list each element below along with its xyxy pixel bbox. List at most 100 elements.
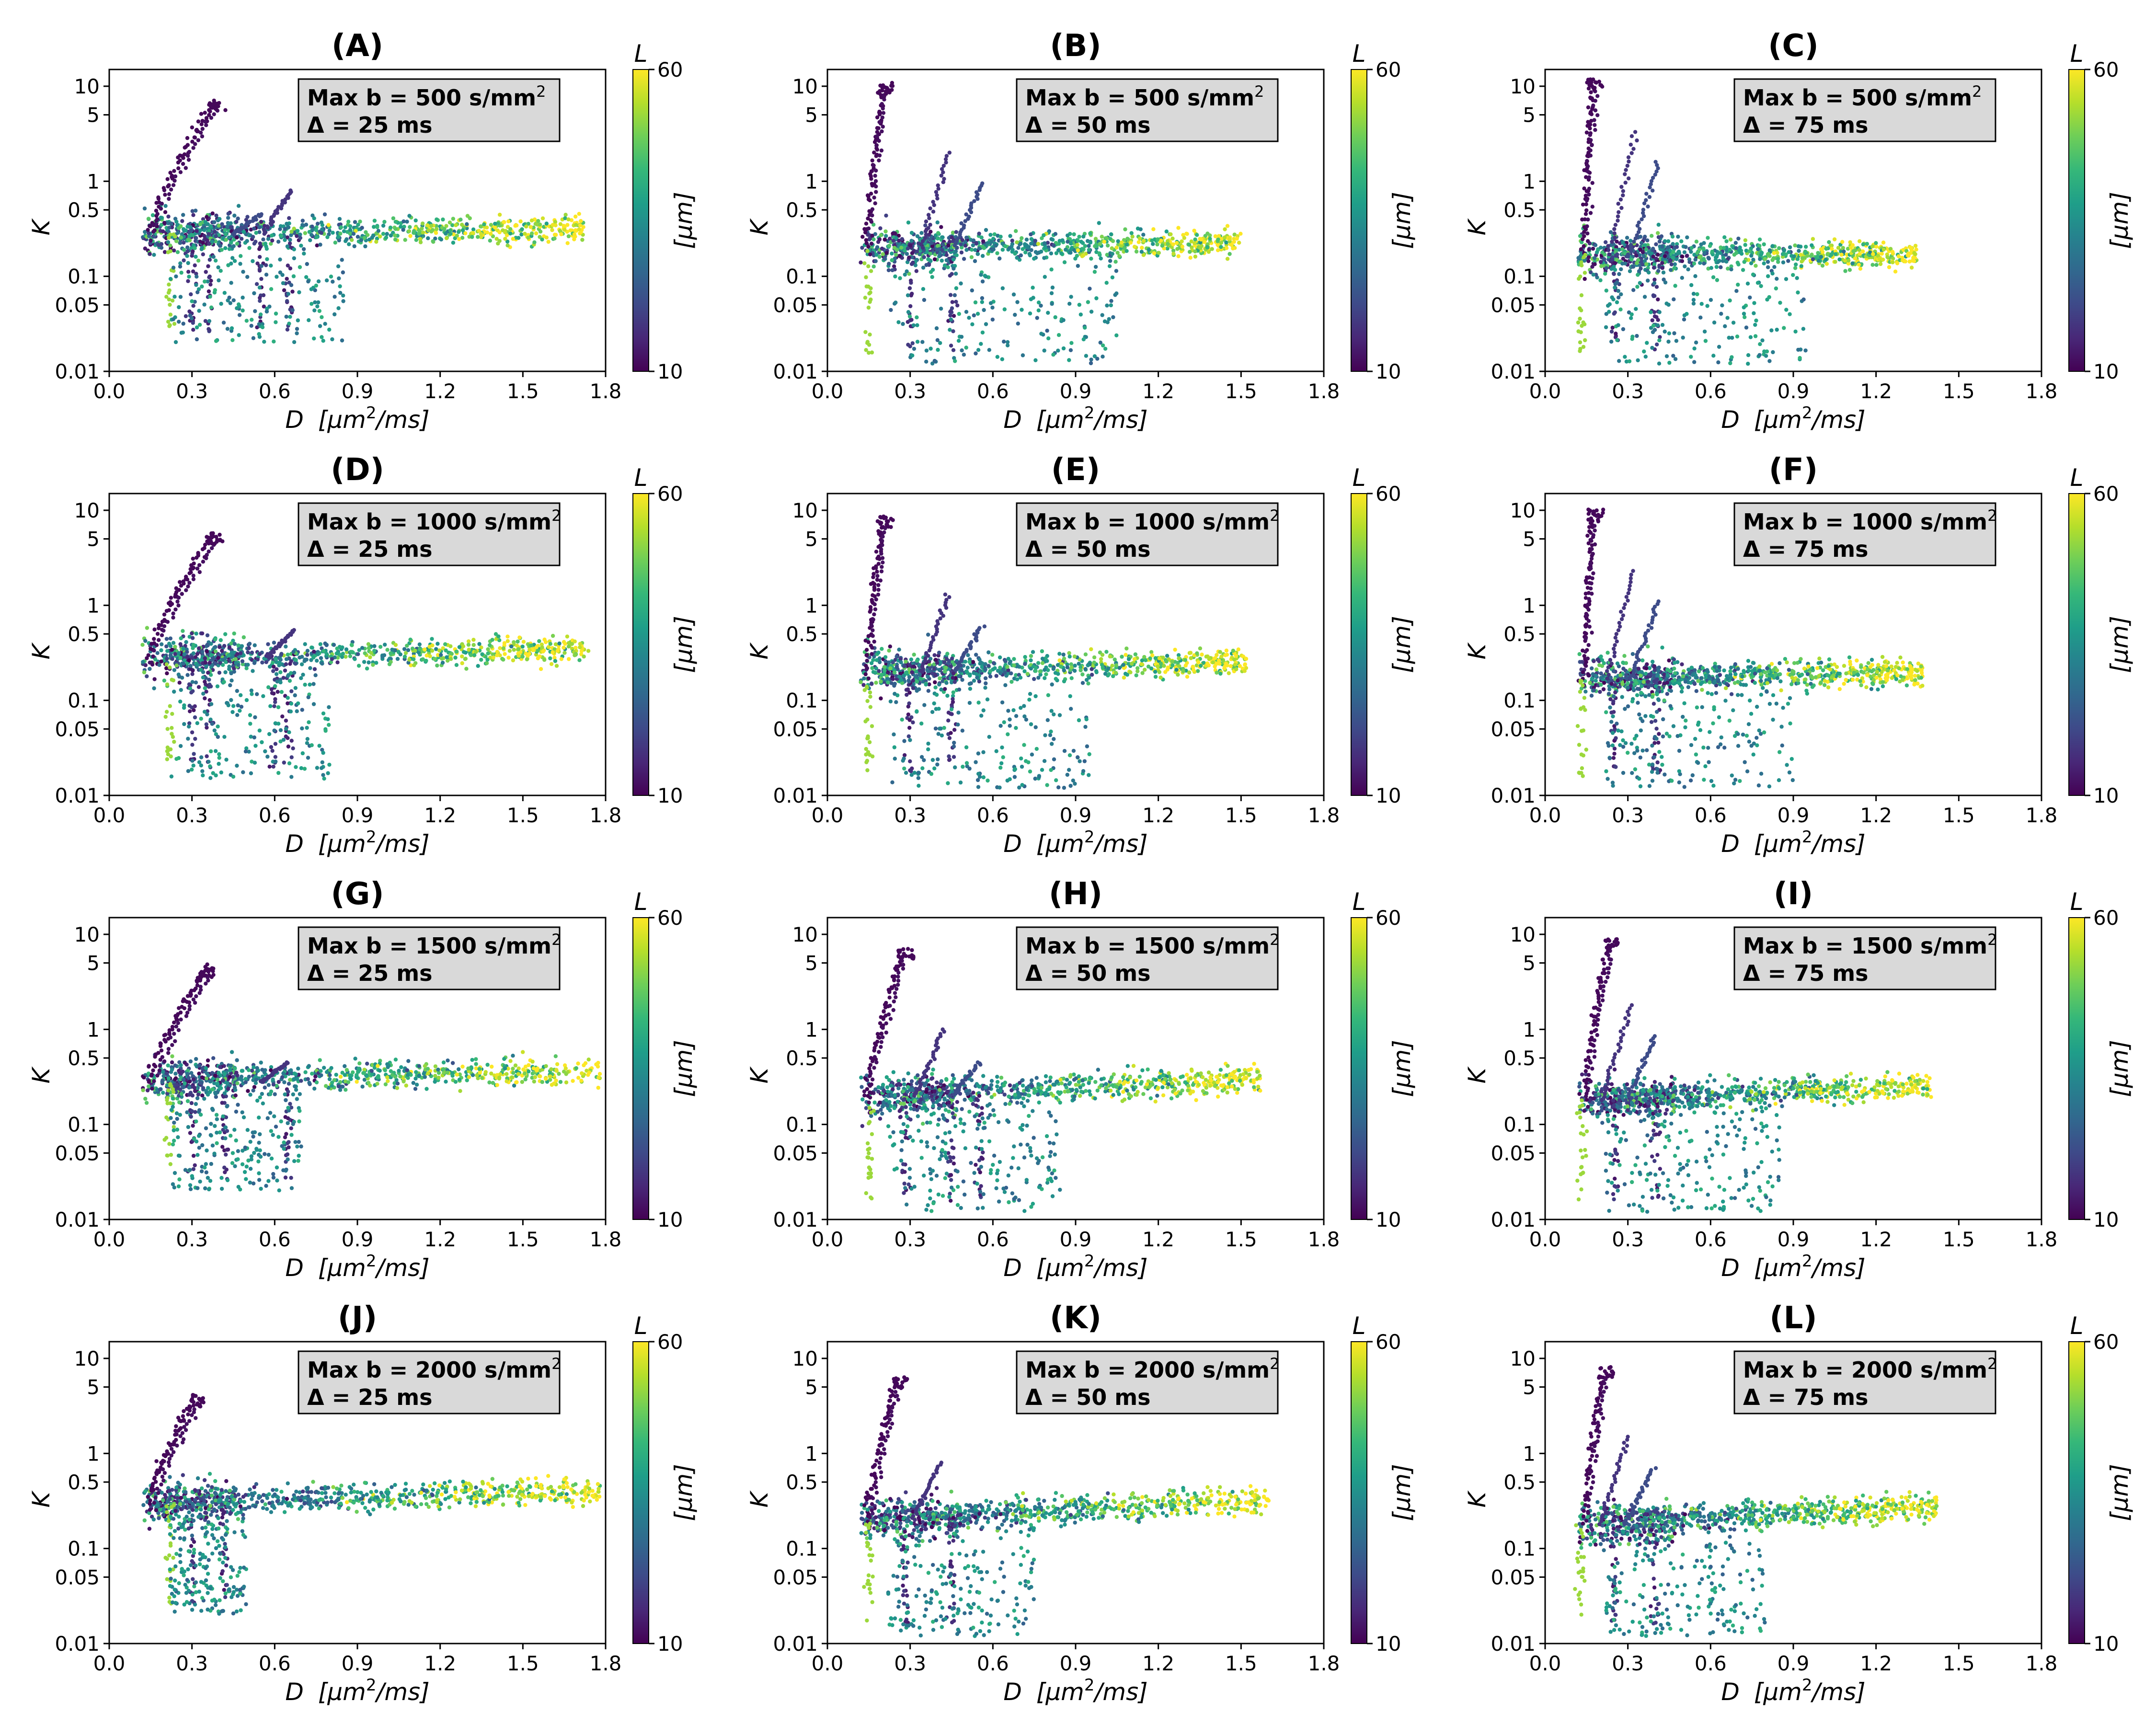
scatter-point (1116, 251, 1120, 254)
scatter-point (238, 313, 241, 317)
scatter-point (314, 284, 318, 288)
scatter-point (908, 304, 912, 308)
scatter-point (1217, 234, 1221, 238)
scatter-point (1732, 321, 1735, 324)
scatter-point (1728, 248, 1732, 252)
scatter-point (1797, 249, 1800, 253)
scatter-point (984, 228, 988, 232)
scatter-point (559, 232, 563, 236)
scatter-point (435, 227, 438, 231)
scatter-point (1013, 252, 1017, 255)
scatter-point (1679, 239, 1683, 243)
scatter-point (1661, 266, 1664, 270)
scatter-point (252, 336, 255, 340)
scatter-point (940, 248, 944, 252)
scatter-point (295, 331, 298, 335)
scatter-point (1652, 277, 1656, 281)
scatter-point (1670, 263, 1674, 266)
scatter-point (1657, 223, 1661, 227)
scatter-point (868, 172, 872, 176)
scatter-point (276, 240, 280, 243)
scatter-point (1766, 274, 1770, 278)
scatter-point (1020, 308, 1023, 311)
scatter-point (278, 227, 282, 231)
scatter-point (1655, 285, 1659, 289)
scatter-point (1881, 241, 1885, 244)
x-tick-label: 0.3 (894, 380, 926, 403)
scatter-point (867, 306, 871, 310)
scatter-point (195, 129, 199, 133)
scatter-point (881, 125, 885, 128)
scatter-point (1663, 330, 1667, 334)
scatter-point (1069, 341, 1073, 345)
scatter-point (261, 325, 264, 329)
scatter-point (1594, 243, 1597, 247)
scatter-point (181, 156, 185, 160)
scatter-point (919, 231, 923, 235)
colorbar (1351, 69, 1367, 371)
scatter-point (1045, 329, 1049, 333)
scatter-point (1130, 235, 1134, 239)
scatter-point (223, 246, 227, 250)
scatter-point (962, 353, 966, 356)
scatter-point (1734, 241, 1738, 245)
info-delta-prefix: Δ = (1025, 112, 1076, 138)
scatter-point (1123, 227, 1127, 231)
scatter-point (489, 232, 493, 236)
scatter-point (1704, 339, 1708, 343)
y-tick-label: 0.5 (68, 198, 100, 222)
scatter-point (285, 277, 289, 281)
scatter-point (186, 270, 190, 274)
x-tick-label: 1.2 (1860, 380, 1892, 403)
scatter-point (516, 236, 520, 240)
scatter-point (1635, 138, 1639, 142)
scatter-point (172, 265, 175, 269)
scatter-point (1661, 323, 1664, 327)
info-delta-prefix: Δ = (307, 112, 358, 138)
scatter-point (908, 286, 912, 290)
scatter-point (310, 287, 313, 291)
scatter-point (1114, 246, 1118, 250)
scatter-point (1599, 260, 1603, 264)
scatter-point (270, 233, 274, 237)
scatter-point (186, 261, 190, 265)
scatter-point (1771, 350, 1775, 354)
scatter-point (883, 238, 887, 242)
scatter-point (1775, 277, 1778, 281)
scatter-point (1772, 251, 1776, 255)
scatter-point (251, 235, 255, 239)
scatter-point (214, 234, 218, 238)
scatter-point (1654, 315, 1658, 319)
scatter-point (318, 242, 322, 246)
y-tick-label: 0.05 (1491, 293, 1536, 317)
scatter-point (1657, 362, 1661, 366)
scatter-point (1626, 253, 1630, 256)
scatter-point (193, 264, 197, 267)
scatter-point (448, 229, 452, 232)
scatter-point (901, 322, 905, 326)
scatter-point (946, 265, 950, 269)
scatter-point (216, 218, 220, 222)
scatter-point (534, 222, 538, 226)
scatter-point (247, 246, 251, 250)
scatter-point (286, 244, 289, 248)
scatter-point (333, 312, 336, 316)
scatter-point (894, 300, 897, 304)
scatter-point (877, 120, 881, 124)
scatter-point (166, 240, 170, 244)
scatter-point (157, 197, 161, 201)
scatter-point (1665, 354, 1669, 358)
scatter-point (554, 233, 558, 237)
scatter-point (1585, 198, 1589, 202)
scatter-point (1837, 257, 1841, 261)
scatter-point (1742, 312, 1746, 316)
scatter-point (1579, 247, 1583, 251)
scatter-point (305, 262, 309, 266)
scatter-point (1043, 275, 1047, 279)
scatter-point (1581, 321, 1585, 324)
scatter-point (1024, 244, 1028, 248)
colorbar-tick-label: 10 (2093, 360, 2119, 383)
scatter-point (210, 106, 214, 110)
scatter-point (1644, 198, 1648, 202)
scatter-point (872, 150, 876, 154)
